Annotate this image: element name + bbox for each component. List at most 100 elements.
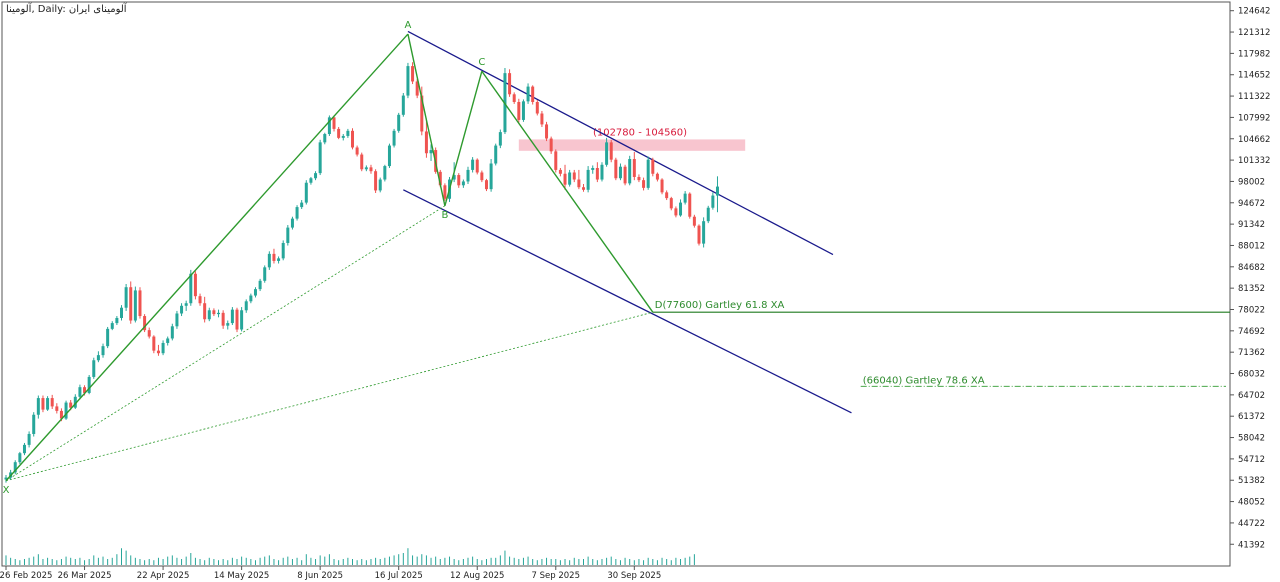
candle-body: [290, 218, 294, 228]
y-tick-label: 117982: [1238, 49, 1270, 59]
pattern-point-b: B: [441, 210, 448, 221]
candle-body: [642, 180, 646, 188]
candle-body: [244, 301, 248, 311]
candle-body: [688, 193, 692, 217]
candle-body: [13, 462, 17, 473]
candle-body: [568, 172, 572, 185]
y-tick-label: 58042: [1238, 434, 1265, 444]
candle-body: [461, 181, 465, 186]
candle-body: [124, 287, 128, 308]
candle-body: [92, 360, 96, 377]
candle-body: [323, 134, 327, 143]
x-tick-label: 26 Mar 2025: [58, 571, 112, 581]
y-tick-label: 98002: [1238, 177, 1265, 187]
candle-body: [309, 178, 313, 183]
candle-body: [115, 317, 119, 324]
channel-upper-line: [407, 30, 834, 256]
candle-body: [535, 101, 539, 114]
candle-body: [577, 179, 581, 188]
candle-body: [475, 159, 479, 173]
y-tick-label: 71362: [1238, 348, 1265, 358]
candle-body: [632, 159, 636, 177]
zone-label: (102780 - 104560): [593, 127, 687, 138]
channel-lower-line: [403, 189, 852, 414]
candle-body: [424, 131, 428, 154]
candle-body: [207, 310, 211, 320]
candle-body: [674, 208, 678, 216]
candle-body: [36, 398, 40, 415]
candle-body: [702, 221, 706, 244]
candle-body: [438, 171, 442, 186]
candle-body: [508, 73, 512, 95]
pattern-leg: [481, 70, 654, 313]
y-tick-label: 107992: [1238, 113, 1270, 123]
d-level-label: D(77600) Gartley 61.8 XA: [655, 300, 785, 311]
x-axis: 26 Feb 2025 26 Mar 2025 22 Apr 2025 14 May …: [0, 566, 661, 581]
candle-body: [304, 182, 308, 203]
candle-body: [318, 142, 322, 174]
candle-body: [420, 95, 424, 132]
y-tick-label: 91342: [1238, 220, 1265, 230]
candle-body: [512, 94, 516, 102]
candle-body: [582, 187, 585, 190]
candle-body: [286, 227, 290, 243]
candle-body: [193, 273, 197, 297]
pattern-point-c: C: [478, 57, 485, 68]
x-tick-label: 7 Sep 2025: [532, 571, 580, 581]
plot-frame: [1, 1, 1231, 567]
candle-body: [272, 253, 276, 261]
candle-body: [55, 406, 59, 411]
candle-body: [452, 175, 456, 180]
candle-body: [106, 328, 110, 347]
candle-body: [554, 151, 558, 170]
candle-body: [517, 101, 521, 120]
candle-body: [498, 132, 502, 146]
candle-body: [660, 179, 664, 193]
candle-body: [180, 305, 184, 314]
candle-body: [138, 290, 142, 317]
candle-body: [129, 287, 133, 321]
candle-body: [443, 185, 447, 199]
candle-body: [683, 193, 687, 203]
candle-body: [586, 169, 590, 190]
candle-body: [623, 166, 627, 184]
candle-body: [401, 95, 405, 115]
candle-body: [240, 310, 244, 330]
pattern-leg: [5, 33, 409, 482]
candle-body: [101, 346, 105, 356]
candle-body: [545, 124, 549, 139]
x-tick-label: 22 Apr 2025: [137, 571, 190, 581]
y-tick-label: 51382: [1238, 476, 1265, 486]
y-tick-label: 111322: [1238, 92, 1270, 102]
candle-body: [605, 142, 609, 165]
candle-body: [18, 453, 22, 463]
candle-body: [341, 135, 345, 138]
pattern-leg: [407, 33, 446, 206]
candle-body: [258, 280, 262, 290]
y-tick-label: 68032: [1238, 370, 1265, 380]
candle-body: [715, 186, 719, 196]
candle-body: [83, 387, 87, 393]
candle-body: [249, 295, 253, 302]
candles: [4, 62, 719, 483]
candle-body: [600, 164, 604, 180]
candle-body: [277, 258, 281, 261]
candle-body: [346, 130, 350, 136]
pattern-layer: X A B C D(77600) Gartley 61.8 XA (66040) Gart…: [3, 20, 1230, 496]
x-tick-label: 16 Jul 2025: [375, 571, 423, 581]
candle-body: [383, 166, 387, 180]
candle-body: [212, 310, 216, 315]
candle-body: [46, 398, 50, 410]
candle-body: [540, 113, 544, 125]
candle-body: [314, 173, 318, 179]
candle-body: [295, 207, 299, 219]
candle-body: [692, 216, 696, 226]
candle-body: [133, 290, 137, 321]
y-tick-label: 114652: [1238, 71, 1270, 81]
x-tick-label: 12 Aug 2025: [450, 571, 504, 581]
y-tick-label: 88012: [1238, 241, 1265, 251]
candle-body: [355, 147, 359, 155]
candle-body: [221, 312, 225, 326]
